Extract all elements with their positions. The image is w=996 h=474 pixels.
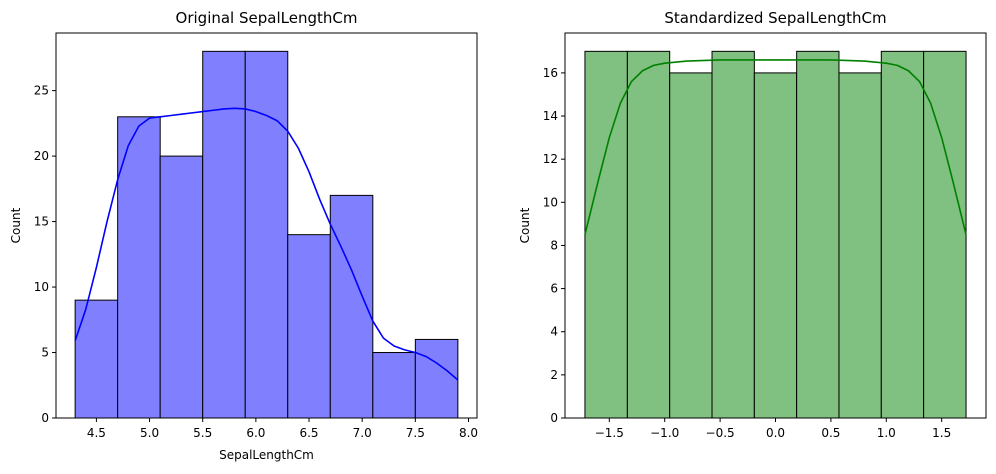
histogram-bar	[753, 72, 798, 419]
kde-line	[584, 59, 967, 235]
histogram-bar	[74, 299, 119, 419]
histogram-bar	[626, 50, 671, 419]
plot-area	[55, 32, 478, 419]
x-tick-label: 5.5	[193, 426, 212, 440]
x-tick-label: −1.0	[650, 426, 679, 440]
y-tick-label: 5	[41, 346, 49, 360]
histogram-bars	[584, 50, 967, 419]
y-axis-ticks: 0 5 10 15 20 25	[34, 84, 56, 425]
kde-curve	[584, 59, 967, 235]
histogram-bar	[329, 194, 374, 419]
histogram-bar	[159, 155, 204, 419]
y-axis-ticks: 0 2 4 6 8 10 12 14 16	[543, 66, 565, 425]
histogram-bar	[372, 352, 416, 419]
y-tick-label: 4	[550, 325, 558, 339]
x-tick-label: 0.5	[821, 426, 840, 440]
x-axis-ticks: −1.5 −1.0 −0.5 0.0 0.5 1.0 1.5	[595, 418, 951, 440]
histogram-bar	[414, 338, 459, 419]
histogram-bars	[74, 50, 459, 419]
histogram-bar	[838, 72, 882, 419]
y-tick-label: 10	[543, 195, 558, 209]
histogram-bar	[796, 50, 840, 419]
histogram-bar	[244, 50, 289, 419]
x-tick-label: 4.5	[87, 426, 106, 440]
kde-curve	[74, 107, 459, 381]
chart-original: Original SepalLengthCm 4.5 5.0 5.5 6.0 6.5 7.…	[9, 9, 478, 462]
x-tick-label: 1.5	[932, 426, 951, 440]
y-tick-label: 0	[550, 411, 558, 425]
x-tick-label: 6.0	[246, 426, 265, 440]
y-axis-label: Count	[9, 207, 23, 243]
chart-title: Standardized SepalLengthCm	[664, 9, 886, 27]
histogram-bar	[287, 234, 331, 419]
y-axis-label: Count	[518, 207, 532, 243]
y-tick-label: 2	[550, 368, 558, 382]
y-tick-label: 8	[550, 238, 558, 252]
histogram-bar	[202, 50, 246, 419]
y-tick-label: 0	[41, 411, 49, 425]
histogram-bar	[923, 50, 967, 419]
x-tick-label: 0.0	[766, 426, 785, 440]
x-tick-label: 6.5	[299, 426, 318, 440]
histogram-bar	[669, 72, 713, 419]
y-tick-label: 20	[34, 149, 49, 163]
x-tick-label: 7.5	[406, 426, 425, 440]
y-tick-label: 12	[543, 152, 558, 166]
histogram-bar	[584, 50, 628, 419]
y-tick-label: 16	[543, 66, 558, 80]
x-tick-label: 8.0	[459, 426, 478, 440]
x-axis-ticks: 4.5 5.0 5.5 6.0 6.5 7.0 7.5 8.0	[87, 418, 478, 440]
histogram-bar	[711, 50, 755, 419]
y-tick-label: 15	[34, 215, 49, 229]
x-tick-label: −0.5	[706, 426, 735, 440]
histogram-bar	[117, 116, 161, 419]
y-tick-label: 10	[34, 280, 49, 294]
y-tick-label: 14	[543, 109, 558, 123]
histogram-bar	[880, 50, 925, 419]
y-tick-label: 25	[34, 84, 49, 98]
x-tick-label: 7.0	[353, 426, 372, 440]
x-tick-label: −1.5	[595, 426, 624, 440]
x-tick-label: 1.0	[877, 426, 896, 440]
y-tick-label: 6	[550, 282, 558, 296]
x-axis-label: SepalLengthCm	[219, 448, 314, 462]
kde-line	[74, 107, 459, 381]
x-tick-label: 5.0	[140, 426, 159, 440]
chart-title: Original SepalLengthCm	[176, 9, 358, 27]
chart-standardized: Standardized SepalLengthCm −1.5 −1.0 −0.5 0…	[518, 9, 987, 440]
